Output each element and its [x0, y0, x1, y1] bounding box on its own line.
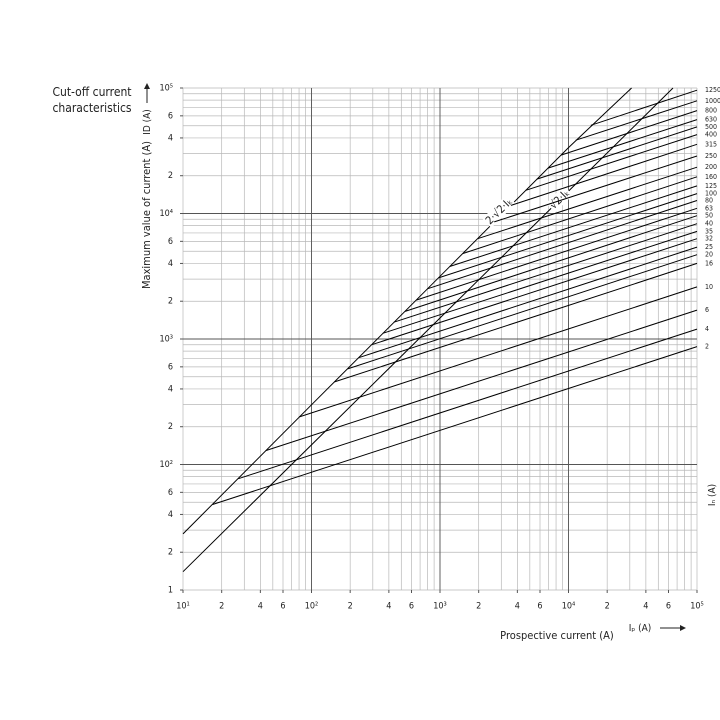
- rating-line: [404, 215, 698, 312]
- y-tick-label: 6: [168, 111, 173, 121]
- label-background: [482, 194, 516, 228]
- x-tick-label: 2: [605, 602, 610, 612]
- y-tick-label: 1: [168, 586, 173, 596]
- legend-label: 500: [705, 123, 717, 131]
- x-tick-label: 2: [348, 602, 353, 612]
- rating-line: [334, 262, 698, 383]
- x-unit: Iₚ (A): [629, 623, 652, 634]
- x-axis-label: Prospective current (A): [500, 629, 614, 642]
- rating-line: [265, 309, 698, 452]
- rating-line: [212, 346, 698, 505]
- rating-line: [449, 185, 698, 267]
- legend-label: 630: [705, 116, 717, 124]
- rating-line: [477, 166, 698, 240]
- y-tick-label: 4: [168, 384, 173, 394]
- legend-label: 32: [705, 235, 713, 243]
- rating-line: [536, 126, 698, 180]
- legend-label: 80: [705, 196, 713, 204]
- x-tick-label: 10²: [305, 602, 319, 612]
- legend-label: 1000: [705, 97, 720, 105]
- rating-line: [371, 238, 698, 346]
- x-tick-label: 4: [643, 602, 648, 612]
- legend-label: 400: [705, 131, 717, 139]
- peak-line-label: 2·√2·Iₖ: [483, 195, 515, 227]
- rating-line: [382, 230, 698, 334]
- peak-line: [182, 87, 632, 535]
- rating-line: [525, 134, 698, 191]
- rating-line: [494, 155, 698, 223]
- x-tick-label: 2: [219, 602, 224, 612]
- rating-line: [238, 328, 698, 480]
- y-tick-label: 2: [168, 171, 173, 181]
- legend-label: 10: [705, 283, 713, 291]
- rating-line: [560, 110, 698, 156]
- rating-line: [547, 119, 698, 169]
- y-tick-label: 6: [168, 237, 173, 247]
- rating-line: [358, 246, 698, 359]
- x-tick-label: 6: [666, 602, 671, 612]
- y-tick-label: 6: [168, 362, 173, 372]
- rating-line: [298, 286, 698, 418]
- x-tick-label: 10³: [433, 602, 447, 612]
- y-tick-label: 4: [168, 510, 173, 520]
- rating-line: [510, 143, 698, 206]
- rating-line: [347, 254, 698, 370]
- x-tick-label: 4: [386, 602, 391, 612]
- legend-label: 800: [705, 107, 717, 115]
- legend-label: 50: [705, 212, 713, 220]
- legend-label: 2: [705, 343, 709, 351]
- x-tick-label: 10⁵: [690, 602, 704, 612]
- legend-label: 250: [705, 152, 717, 160]
- legend-label: 200: [705, 163, 717, 171]
- legend-label: 160: [705, 173, 717, 181]
- rating-line: [462, 176, 698, 255]
- x-arrow-head: [680, 625, 686, 631]
- legend-label: 315: [705, 140, 717, 148]
- x-tick-label: 6: [280, 602, 285, 612]
- x-tick-label: 6: [537, 602, 542, 612]
- legend-label: 4: [705, 325, 709, 333]
- y-tick-label: 2: [168, 297, 173, 307]
- y-tick-label: 2: [168, 422, 173, 432]
- legend-label: 125: [705, 182, 717, 190]
- peak-line: [182, 87, 674, 573]
- label-background: [546, 185, 573, 213]
- rating-line: [416, 207, 698, 301]
- legend-label: 40: [705, 220, 713, 228]
- legend-label: 6: [705, 306, 709, 314]
- legend-label: 35: [705, 227, 713, 235]
- y-tick-label: 4: [168, 259, 173, 269]
- y-tick-label: 4: [168, 133, 173, 143]
- y-tick-label: 6: [168, 488, 173, 498]
- x-tick-label: 10¹: [176, 602, 190, 612]
- x-tick-label: 6: [409, 602, 414, 612]
- y-tick-label: 10²: [159, 460, 173, 470]
- chart-title: Cut-off current characteristics: [52, 85, 132, 115]
- legend-label: 16: [705, 259, 713, 267]
- y-tick-label: 2: [168, 548, 173, 558]
- rating-line: [393, 223, 698, 323]
- y-tick-label: 10⁵: [159, 84, 173, 94]
- legend-label: 25: [705, 243, 713, 251]
- series-label: Iₙ (A): [707, 484, 718, 506]
- x-tick-label: 4: [515, 602, 520, 612]
- x-tick-label: 2: [476, 602, 481, 612]
- y-arrow-head: [144, 83, 150, 89]
- x-tick-label: 4: [258, 602, 263, 612]
- y-axis-label: Maximum value of current (A): [140, 141, 153, 289]
- y-unit: ID (A): [142, 109, 153, 135]
- rating-line: [427, 200, 698, 290]
- legend-label: 1250: [705, 86, 720, 94]
- rating-line: [438, 193, 698, 279]
- y-tick-label: 10³: [159, 335, 173, 345]
- legend-label: 20: [705, 251, 713, 259]
- x-tick-label: 10⁴: [562, 602, 576, 612]
- y-tick-label: 10⁴: [159, 209, 173, 219]
- legend-label: 100: [705, 190, 717, 198]
- legend-label: 63: [705, 204, 713, 212]
- rating-line: [590, 89, 698, 126]
- rating-line: [575, 100, 698, 141]
